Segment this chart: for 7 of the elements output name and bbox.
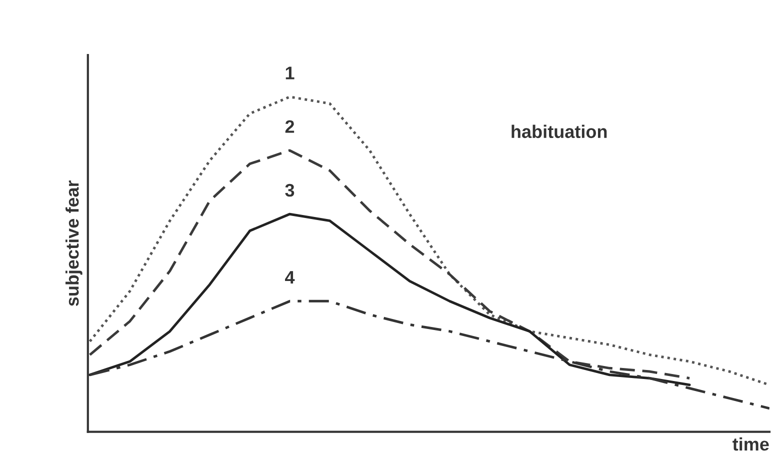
series-label: 4 [285,271,295,284]
annotation: habituation [512,124,607,138]
y-axis-title: subjective fear [66,180,82,306]
series-label: 1 [286,66,294,80]
series-label: 2 [285,120,294,133]
x-axis-title: time [732,437,769,451]
series-label: 3 [285,184,294,197]
